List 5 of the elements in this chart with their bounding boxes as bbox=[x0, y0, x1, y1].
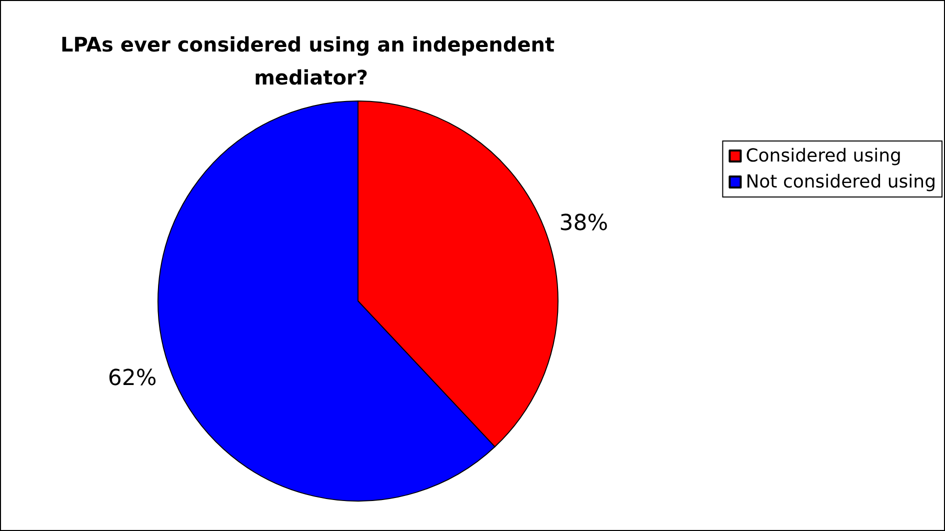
legend-label: Considered using bbox=[746, 146, 902, 166]
data-label: 38% bbox=[559, 211, 608, 236]
data-label: 62% bbox=[108, 366, 157, 391]
chart-title: LPAs ever considered using an independent mediator? bbox=[60, 32, 562, 90]
legend-label: Not considered using bbox=[746, 172, 936, 192]
